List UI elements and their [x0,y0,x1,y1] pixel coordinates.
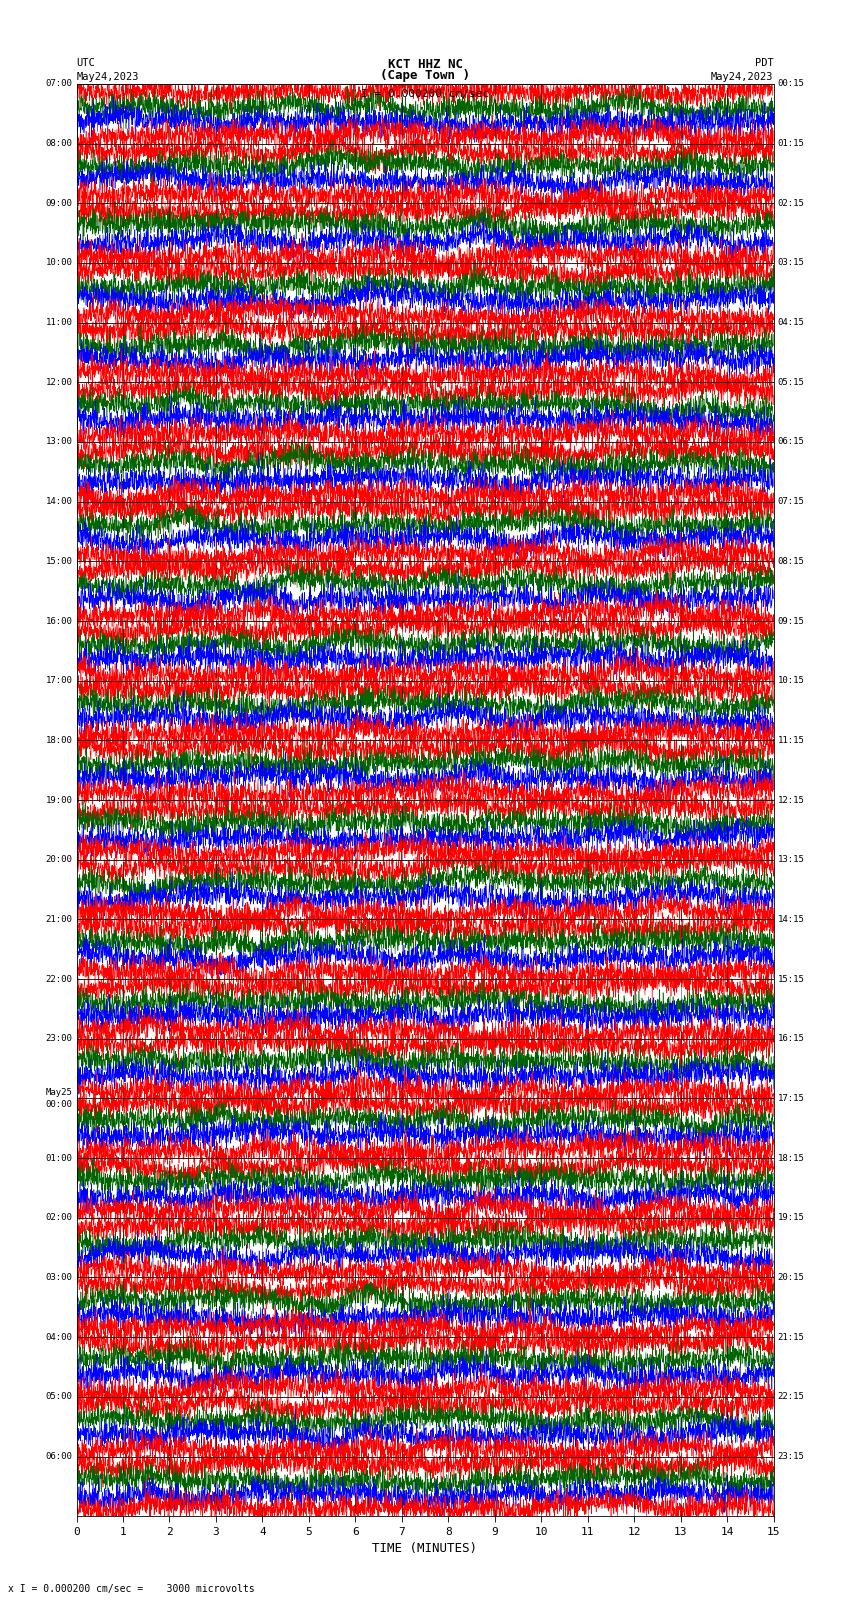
Text: 05:15: 05:15 [778,377,805,387]
Text: 23:15: 23:15 [778,1452,805,1461]
Text: 06:15: 06:15 [778,437,805,447]
Text: 21:15: 21:15 [778,1332,805,1342]
Text: UTC: UTC [76,58,95,68]
Text: May25: May25 [45,1087,72,1097]
Text: 03:15: 03:15 [778,258,805,268]
Text: 17:15: 17:15 [778,1094,805,1103]
Text: May24,2023: May24,2023 [711,73,774,82]
Text: 23:00: 23:00 [45,1034,72,1044]
Text: PDT: PDT [755,58,774,68]
Text: 00:00: 00:00 [45,1100,72,1110]
Text: (Cape Town ): (Cape Town ) [380,69,470,82]
Text: 07:15: 07:15 [778,497,805,506]
Text: 02:00: 02:00 [45,1213,72,1223]
Text: 14:15: 14:15 [778,915,805,924]
Text: 21:00: 21:00 [45,915,72,924]
Text: 06:00: 06:00 [45,1452,72,1461]
Text: 18:00: 18:00 [45,736,72,745]
Text: 18:15: 18:15 [778,1153,805,1163]
Text: 17:00: 17:00 [45,676,72,686]
Text: 01:00: 01:00 [45,1153,72,1163]
Text: 15:00: 15:00 [45,556,72,566]
Text: x I = 0.000200 cm/sec =    3000 microvolts: x I = 0.000200 cm/sec = 3000 microvolts [8,1584,255,1594]
Text: 10:15: 10:15 [778,676,805,686]
Text: 04:00: 04:00 [45,1332,72,1342]
Text: 00:15: 00:15 [778,79,805,89]
Text: 20:00: 20:00 [45,855,72,865]
Text: 14:00: 14:00 [45,497,72,506]
Text: 11:00: 11:00 [45,318,72,327]
Text: 19:15: 19:15 [778,1213,805,1223]
Text: 04:15: 04:15 [778,318,805,327]
Text: 03:00: 03:00 [45,1273,72,1282]
Text: 09:00: 09:00 [45,198,72,208]
Text: 05:00: 05:00 [45,1392,72,1402]
Text: 12:00: 12:00 [45,377,72,387]
Text: I = 0.000200 cm/sec: I = 0.000200 cm/sec [361,89,489,98]
Text: 01:15: 01:15 [778,139,805,148]
Text: 13:15: 13:15 [778,855,805,865]
Text: 19:00: 19:00 [45,795,72,805]
Text: KCT HHZ NC: KCT HHZ NC [388,58,462,71]
Text: 08:15: 08:15 [778,556,805,566]
Text: 02:15: 02:15 [778,198,805,208]
Text: 08:00: 08:00 [45,139,72,148]
Text: 12:15: 12:15 [778,795,805,805]
Text: 16:15: 16:15 [778,1034,805,1044]
Text: 22:15: 22:15 [778,1392,805,1402]
Text: May24,2023: May24,2023 [76,73,139,82]
Text: 11:15: 11:15 [778,736,805,745]
Text: 13:00: 13:00 [45,437,72,447]
Text: 07:00: 07:00 [45,79,72,89]
Text: 09:15: 09:15 [778,616,805,626]
Text: 15:15: 15:15 [778,974,805,984]
Text: 22:00: 22:00 [45,974,72,984]
X-axis label: TIME (MINUTES): TIME (MINUTES) [372,1542,478,1555]
Text: 10:00: 10:00 [45,258,72,268]
Text: 20:15: 20:15 [778,1273,805,1282]
Text: 16:00: 16:00 [45,616,72,626]
